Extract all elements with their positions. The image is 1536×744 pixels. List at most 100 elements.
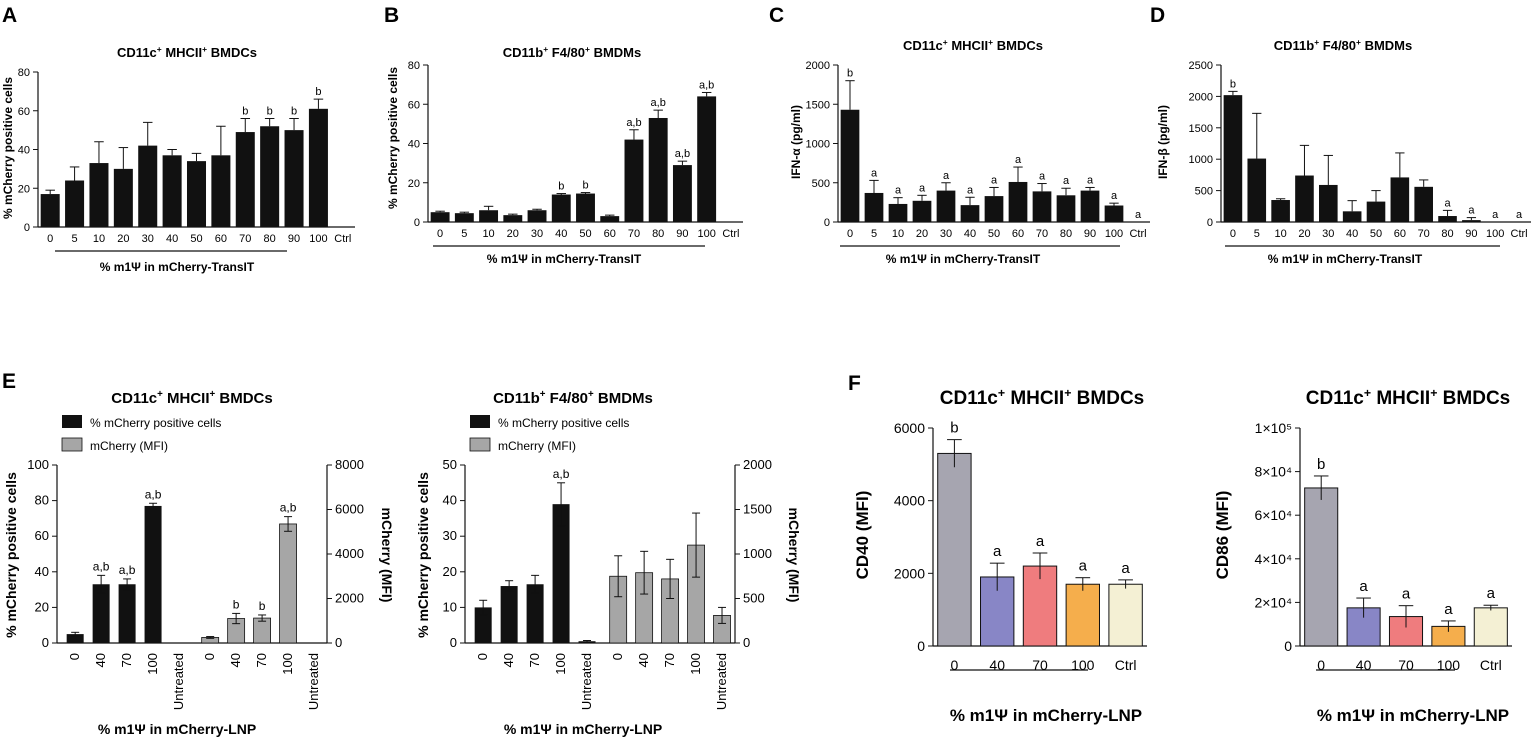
y-tick-label: 60 [408, 99, 420, 111]
y-tick-label: 20 [408, 178, 420, 190]
x-tick-label: 80 [264, 233, 276, 245]
x-tick-label: 90 [1465, 228, 1477, 240]
x-tick-label: 60 [604, 228, 616, 240]
x-tick-label: 40 [228, 653, 243, 667]
y-tick-label: 1000 [806, 139, 830, 151]
panel-a-ylabel: % mCherry positive cells [1, 77, 15, 219]
y-tick-label-left: 50 [443, 457, 457, 472]
x-tick-label: 100 [1437, 657, 1461, 673]
panel-b-plot: 0 20 40 60 80 0 5 10 20 30 b 40 b 50 60 a,b 70 a,b 80 a,b 90… [408, 60, 743, 247]
panel-d-ylabel: IFN-β (pg/ml) [1156, 105, 1170, 179]
bar [1056, 195, 1076, 222]
y-tick-label: 40 [18, 145, 30, 157]
y-tick-label: 1000 [1189, 154, 1213, 166]
x-tick-label: 40 [93, 653, 108, 667]
bar [144, 505, 162, 643]
x-tick-label: 70 [254, 653, 269, 667]
bar [479, 210, 499, 222]
bar [1032, 191, 1052, 222]
x-tick-label: 0 [951, 657, 959, 673]
bar [1319, 184, 1338, 222]
y-tick-label: 1500 [1189, 123, 1213, 135]
panel-b: B CD11b+ F4/80+ BMDMs % mCherry positive… [384, 4, 743, 266]
legend-label-positive-cells: % mCherry positive cells [498, 416, 629, 430]
bar [1271, 200, 1290, 222]
bar [430, 212, 450, 222]
x-tick-label: 10 [93, 233, 105, 245]
bar-annotation: a [1516, 209, 1523, 221]
x-tick-label: Ctrl [1115, 657, 1137, 673]
x-tick-label: 100 [145, 653, 160, 675]
x-tick-label: 10 [482, 228, 494, 240]
bar-annotation: b [291, 106, 297, 118]
bar-annotation: b [950, 420, 958, 437]
panel-f-left-xlabel: % m1Ψ in mCherry-LNP [950, 706, 1142, 725]
x-tick-label: 60 [215, 233, 227, 245]
bar [1462, 220, 1481, 222]
x-tick-label: 50 [1370, 228, 1382, 240]
bar-annotation: a [1444, 601, 1453, 618]
panel-b-label: B [384, 4, 399, 27]
panel-e-right-legend: % mCherry positive cells mCherry (MFI) [469, 415, 629, 453]
y-tick-label: 0 [824, 217, 830, 229]
panel-d-xlabel: % m1Ψ in mCherry-TransIT [1268, 252, 1423, 266]
x-tick-label: 0 [1317, 657, 1325, 673]
bar [552, 504, 570, 643]
y-tick-label-left: 0 [42, 635, 49, 650]
x-tick-label: 80 [1060, 228, 1072, 240]
panel-c-plot: 0 500 1000 1500 2000 b 0 a 5 a 10 a 20 a 30 a 40 a 50 a 60 a 7… [806, 60, 1150, 247]
x-tick-label: Ctrl [1129, 228, 1146, 240]
x-tick-label: 50 [579, 228, 591, 240]
bar-annotation: a [871, 167, 878, 179]
bar [1366, 201, 1386, 222]
x-tick-label: 90 [676, 228, 688, 240]
bar-annotation: a [919, 182, 926, 194]
x-tick-label: Ctrl [722, 228, 739, 240]
bar-annotation: a,b [93, 559, 110, 573]
bar-annotation: b [1317, 456, 1325, 473]
x-tick-label: 20 [117, 233, 129, 245]
x-tick-label: 20 [916, 228, 928, 240]
y-tick-label: 0 [1207, 217, 1213, 229]
y-tick-label-right: 4000 [335, 546, 364, 561]
bar [1247, 158, 1267, 222]
panel-e-right-ylabel: % mCherry positive cells [415, 472, 431, 638]
bar [1304, 487, 1339, 647]
bar [624, 139, 644, 222]
bar-annotation: a [1444, 197, 1451, 209]
panel-e-right-title: CD11b+ F4/80+ BMDMs [493, 389, 653, 407]
bar-annotation: a,b [119, 563, 136, 577]
bar [1390, 177, 1410, 222]
panel-d: D CD11b+ F4/80+ BMDMs IFN-β (pg/ml) % m1… [1150, 4, 1531, 266]
y-tick-label-left: 40 [35, 564, 49, 579]
bar [66, 634, 84, 643]
x-tick-label: 70 [1418, 228, 1430, 240]
panel-f-left-ylabel: CD40 (MFI) [853, 491, 872, 580]
bar [1342, 211, 1362, 222]
panel-e-left-legend: % mCherry positive cells mCherry (MFI) [61, 415, 221, 453]
x-tick-label: 0 [67, 653, 82, 660]
bar-annotation: a,b [145, 487, 162, 501]
panel-c-title: CD11c+ MHCII+ BMDCs [903, 37, 1043, 53]
bar-annotation: b [242, 106, 248, 118]
legend-swatch-mfi [61, 437, 83, 452]
bar [500, 586, 518, 643]
x-tick-label: 100 [1486, 228, 1504, 240]
x-tick-label: 0 [202, 653, 217, 660]
x-tick-label: 0 [610, 653, 625, 660]
bar [186, 161, 207, 227]
bar [912, 200, 932, 222]
x-tick-label: Ctrl [1511, 228, 1528, 240]
bar [1080, 190, 1100, 222]
y-tick-label: 1×10⁵ [1255, 420, 1292, 436]
bar-annotation: a,b [699, 79, 714, 91]
y-tick-label: 2×10⁴ [1254, 594, 1292, 610]
legend-label-positive-cells: % mCherry positive cells [90, 416, 221, 430]
panel-e-left-ylabel: % mCherry positive cells [3, 472, 19, 638]
panel-e-right-y2label: mCherry (MFI) [786, 508, 802, 603]
x-tick-label: 40 [1356, 657, 1372, 673]
panel-e-right-xlabel: % m1Ψ in mCherry-LNP [504, 721, 662, 737]
panel-f-left: F CD11c+ MHCII+ BMDCs CD40 (MFI) % m1Ψ i… [848, 372, 1147, 725]
